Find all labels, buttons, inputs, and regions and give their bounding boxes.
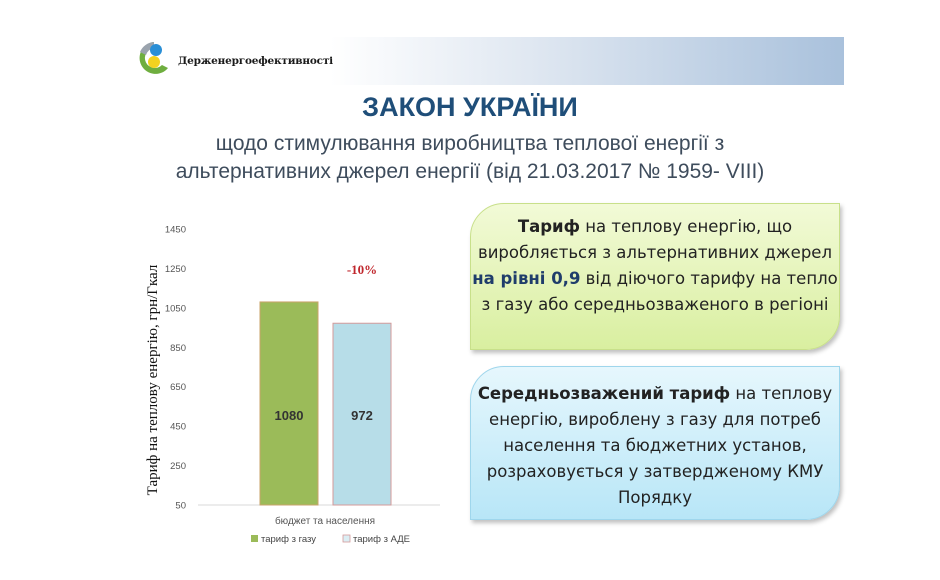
info-box-tariff: Тариф на теплову енергію, що виробляєтьс… xyxy=(470,203,840,350)
bar-data-label: 1080 xyxy=(275,408,304,423)
legend-label-ade: тариф з АДЕ xyxy=(353,534,410,545)
logo-icon xyxy=(139,42,168,74)
subtitle-line-2: альтернативних джерел енергії (від 21.03… xyxy=(175,160,765,183)
subtitle-line-1: щодо стимулювання виробництва теплової е… xyxy=(215,132,725,155)
box1-highlight: на рівні 0,9 xyxy=(472,269,581,288)
legend-label-gas: тариф з газу xyxy=(261,534,316,545)
legend-swatch-ade xyxy=(342,534,351,543)
legend-swatch-gas xyxy=(251,535,258,542)
y-tick-label: 850 xyxy=(170,343,186,354)
y-tick-label: 1250 xyxy=(165,264,186,275)
y-tick-label: 50 xyxy=(175,501,186,512)
y-tick-label: 450 xyxy=(170,422,186,433)
box2-bold-lead: Середньозважений тариф xyxy=(477,384,731,403)
brand-name: Держенергоефективності xyxy=(178,55,333,67)
annotation-label: -10% xyxy=(347,262,377,277)
info-box-weighted-tariff: Середньозважений тариф на теплову енергі… xyxy=(470,366,840,520)
legend: тариф з газу тариф з АДЕ xyxy=(251,534,410,545)
box1-bold-lead: Тариф xyxy=(517,217,580,236)
y-tick-label: 1050 xyxy=(165,303,186,314)
bar-ade xyxy=(332,322,392,506)
y-tick-label: 1450 xyxy=(165,225,186,236)
y-axis-label: Тариф на теплову енергію, грн/Гкал xyxy=(145,264,161,495)
box1-text-2: від діючого тарифу на тепло з газу або с… xyxy=(481,269,838,314)
bar-gas xyxy=(259,301,319,506)
box2-text: на теплову енергію, вироблену з газу для… xyxy=(486,384,833,507)
y-tick-label: 250 xyxy=(170,461,186,472)
category-label: бюджет та населення xyxy=(275,515,375,527)
box1-text-1: на теплову енергію, що виробляється з ал… xyxy=(477,217,832,262)
y-tick-label: 650 xyxy=(170,382,186,393)
bar-data-label: 972 xyxy=(351,408,373,423)
page-title: ЗАКОН УКРАЇНИ xyxy=(362,92,578,122)
bar-chart: Тариф на теплову енергію, грн/Гкал 50 250… xyxy=(145,225,440,545)
header-banner xyxy=(330,37,844,85)
